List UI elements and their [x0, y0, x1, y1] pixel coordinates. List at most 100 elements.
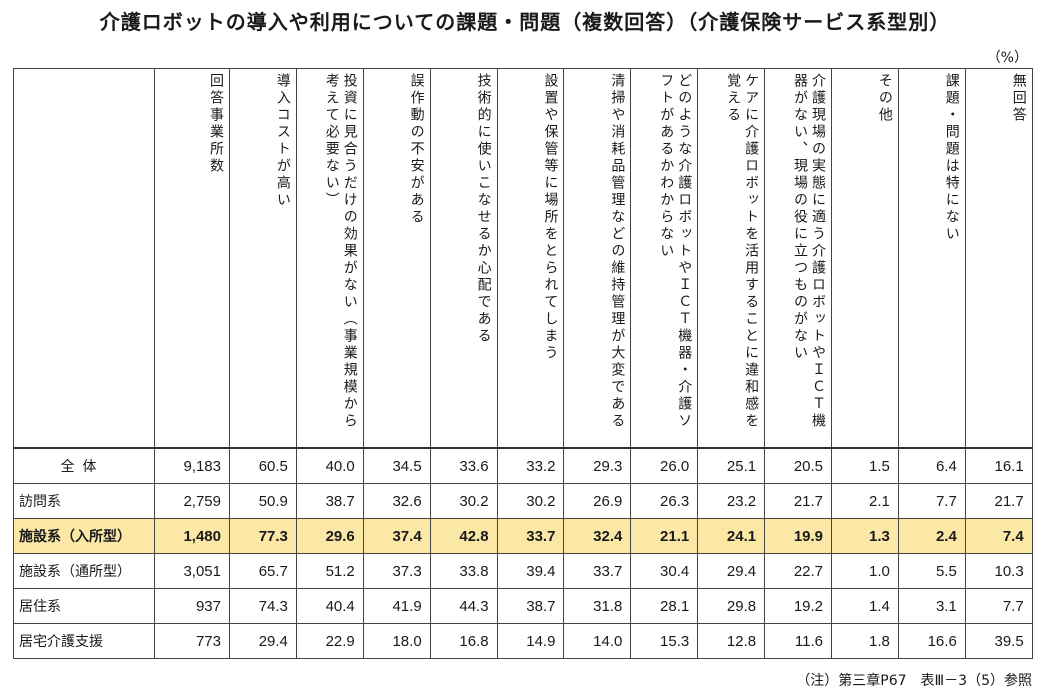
percent-cell: 37.3 — [362, 553, 431, 589]
percent-cell: 2.4 — [897, 518, 966, 554]
column-header: 誤作動の不安がある — [362, 68, 431, 449]
respondent-count-cell: 3,051 — [154, 553, 230, 589]
column-header-label: 導入コストが高い — [274, 73, 291, 209]
respondent-count-cell: 9,183 — [154, 447, 230, 484]
respondent-count-cell: 773 — [154, 623, 230, 659]
footnote: （注）第三章P67 表Ⅲ－3（5）参照 — [796, 673, 1032, 689]
column-header-label: 無回答 — [1010, 73, 1027, 124]
percent-cell: 40.0 — [295, 447, 364, 484]
percent-cell: 50.9 — [229, 483, 297, 519]
percent-cell: 1.4 — [831, 588, 899, 624]
corner-cell — [13, 68, 155, 449]
percent-cell: 42.8 — [429, 518, 498, 554]
percent-cell: 51.2 — [295, 553, 364, 589]
column-header-label: ケアに介護ロボットを活用することに違和感を覚える — [725, 73, 760, 430]
column-header: 投資に見合うだけの効果がない（事業規模から考えて必要ない） — [295, 68, 364, 449]
percent-cell: 7.7 — [897, 483, 966, 519]
percent-cell: 33.2 — [496, 447, 565, 484]
percent-cell: 74.3 — [229, 588, 297, 624]
column-header: どのような介護ロボットやＩＣＴ機器・介護ソフトがあるかわからない — [630, 68, 699, 449]
percent-cell: 38.7 — [295, 483, 364, 519]
column-header: 介護現場の実態に適う介護ロボットやＩＣＴ機器がない、現場の役に立つものがない — [764, 68, 833, 449]
percent-cell: 18.0 — [362, 623, 431, 659]
percent-cell: 22.9 — [295, 623, 364, 659]
percent-cell: 33.7 — [496, 518, 565, 554]
percent-cell: 33.8 — [429, 553, 498, 589]
percent-cell: 26.9 — [563, 483, 632, 519]
header-row: 回答事業所数 導入コストが高い 投資に見合うだけの効果がない（事業規模から考えて… — [13, 68, 1033, 449]
column-header: 導入コストが高い — [229, 68, 297, 449]
percent-cell: 32.4 — [563, 518, 632, 554]
percent-cell: 15.3 — [630, 623, 699, 659]
percent-cell: 1.8 — [831, 623, 899, 659]
percent-cell: 1.3 — [831, 518, 899, 554]
percent-cell: 33.6 — [429, 447, 498, 484]
percent-cell: 16.8 — [429, 623, 498, 659]
row-label: 居住系 — [13, 588, 155, 624]
table-row: 訪問系 2,759 50.9 38.7 32.6 30.2 30.2 26.9 26.3 23.2… — [13, 483, 1033, 519]
percent-cell: 30.2 — [429, 483, 498, 519]
percent-cell: 29.3 — [563, 447, 632, 484]
column-header-label: どのような介護ロボットやＩＣＴ機器・介護ソフトがあるかわからない — [658, 73, 693, 430]
column-header-label: 介護現場の実態に適う介護ロボットやＩＣＴ機器がない、現場の役に立つものがない — [792, 73, 827, 430]
row-label: 全体 — [13, 447, 155, 484]
percent-cell: 16.1 — [964, 447, 1033, 484]
percent-cell: 19.9 — [764, 518, 833, 554]
percent-cell: 7.4 — [964, 518, 1033, 554]
unit-label: （%） — [986, 50, 1028, 66]
column-header-label: 技術的に使いこなせるか心配である — [475, 73, 492, 345]
row-label: 訪問系 — [13, 483, 155, 519]
table-row: 施設系（入所型） 1,480 77.3 29.6 37.4 42.8 33.7 32.4 21.… — [13, 518, 1033, 554]
percent-cell: 38.7 — [496, 588, 565, 624]
percent-cell: 20.5 — [764, 447, 833, 484]
percent-cell: 29.8 — [697, 588, 766, 624]
column-header: 技術的に使いこなせるか心配である — [429, 68, 498, 449]
percent-cell: 6.4 — [897, 447, 966, 484]
column-header-label: 清掃や消耗品管理などの維持管理が大変である — [609, 73, 626, 430]
column-header: 課題・問題は特にない — [897, 68, 966, 449]
percent-cell: 37.4 — [362, 518, 431, 554]
row-label: 施設系（通所型） — [13, 553, 155, 589]
percent-cell: 5.5 — [897, 553, 966, 589]
percent-cell: 22.7 — [764, 553, 833, 589]
column-header-label: 設置や保管等に場所をとられてしまう — [542, 73, 559, 362]
percent-cell: 1.0 — [831, 553, 899, 589]
column-header: 回答事業所数 — [154, 68, 230, 449]
percent-cell: 16.6 — [897, 623, 966, 659]
percent-cell: 7.7 — [964, 588, 1033, 624]
column-header-label: 投資に見合うだけの効果がない（事業規模から考えて必要ない） — [323, 73, 358, 430]
table-row: 施設系（通所型） 3,051 65.7 51.2 37.3 33.8 39.4 33.7 30.… — [13, 553, 1033, 589]
column-header: ケアに介護ロボットを活用することに違和感を覚える — [697, 68, 766, 449]
row-label: 施設系（入所型） — [13, 518, 155, 554]
percent-cell: 29.6 — [295, 518, 364, 554]
column-header-label: その他 — [876, 73, 893, 124]
percent-cell: 44.3 — [429, 588, 498, 624]
table-row: 全体 9,183 60.5 40.0 34.5 33.6 33.2 29.3 26.0 25.1 2… — [13, 447, 1033, 484]
percent-cell: 24.1 — [697, 518, 766, 554]
respondent-count-cell: 2,759 — [154, 483, 230, 519]
percent-cell: 34.5 — [362, 447, 431, 484]
percent-cell: 23.2 — [697, 483, 766, 519]
column-header-label: 課題・問題は特にない — [943, 73, 960, 243]
percent-cell: 10.3 — [964, 553, 1033, 589]
percent-cell: 21.7 — [764, 483, 833, 519]
table-row: 居住系 937 74.3 40.4 41.9 44.3 38.7 31.8 28.1 29.8 19… — [13, 588, 1033, 624]
table-title: 介護ロボットの導入や利用についての課題・問題（複数回答）（介護保険サービス系型別… — [99, 10, 951, 34]
table-row: 居宅介護支援 773 29.4 22.9 18.0 16.8 14.9 14.0 15.3 12.… — [13, 623, 1033, 659]
survey-table: 回答事業所数 導入コストが高い 投資に見合うだけの効果がない（事業規模から考えて… — [13, 68, 1033, 659]
respondent-count-cell: 937 — [154, 588, 230, 624]
percent-cell: 21.7 — [964, 483, 1033, 519]
percent-cell: 32.6 — [362, 483, 431, 519]
percent-cell: 25.1 — [697, 447, 766, 484]
percent-cell: 12.8 — [697, 623, 766, 659]
percent-cell: 33.7 — [563, 553, 632, 589]
percent-cell: 29.4 — [229, 623, 297, 659]
percent-cell: 40.4 — [295, 588, 364, 624]
percent-cell: 30.4 — [630, 553, 699, 589]
percent-cell: 21.1 — [630, 518, 699, 554]
percent-cell: 39.5 — [964, 623, 1033, 659]
percent-cell: 41.9 — [362, 588, 431, 624]
percent-cell: 3.1 — [897, 588, 966, 624]
column-header-label: 回答事業所数 — [208, 73, 224, 175]
percent-cell: 14.0 — [563, 623, 632, 659]
